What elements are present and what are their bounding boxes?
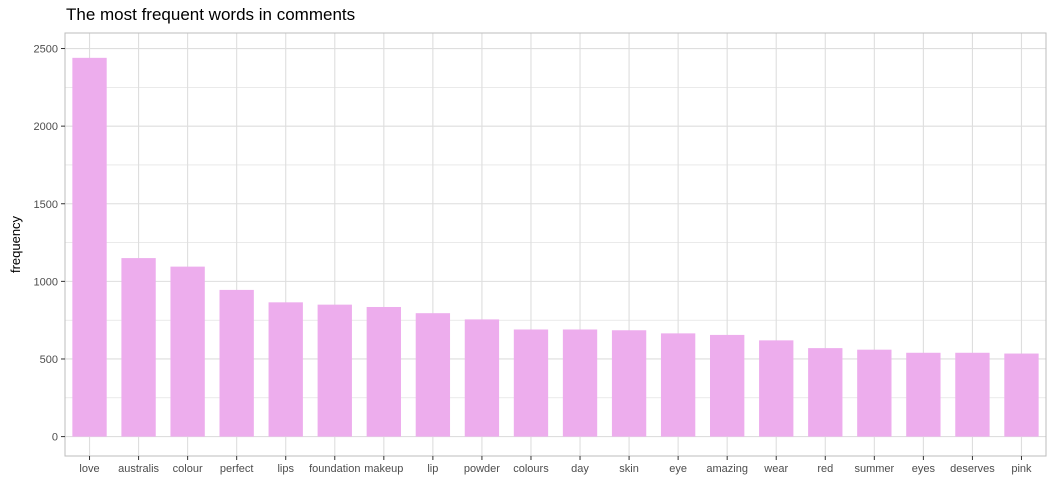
x-tick-label-eye: eye bbox=[669, 463, 687, 475]
x-tick-label-foundation: foundation bbox=[309, 463, 360, 475]
x-tick-label-lip: lip bbox=[427, 463, 438, 475]
bar-colour bbox=[170, 266, 205, 437]
bar-eye bbox=[660, 333, 696, 437]
bars bbox=[72, 57, 1039, 437]
x-tick-label-australis: australis bbox=[118, 463, 159, 475]
x-tick-label-amazing: amazing bbox=[706, 463, 748, 475]
x-axis-ticks: love australis colour perfect lips foundation… bbox=[79, 456, 1032, 475]
x-tick-label-love: love bbox=[79, 463, 99, 475]
bar-foundation bbox=[317, 304, 352, 437]
y-tick-label: 2000 bbox=[34, 121, 58, 133]
bar-deserves bbox=[955, 352, 990, 437]
x-tick-label-makeup: makeup bbox=[364, 463, 403, 475]
bar-summer bbox=[857, 349, 892, 437]
bar-eyes bbox=[906, 352, 941, 437]
y-tick-label: 1000 bbox=[34, 276, 58, 288]
x-tick-label-colours: colours bbox=[513, 463, 549, 475]
x-tick-label-colour: colour bbox=[173, 463, 203, 475]
bar-colours bbox=[513, 329, 549, 437]
bar-skin bbox=[611, 330, 647, 437]
panel-border bbox=[64, 32, 1047, 457]
x-tick-label-red: red bbox=[817, 463, 833, 475]
x-tick-label-day: day bbox=[571, 463, 589, 475]
bar-powder bbox=[464, 319, 500, 437]
x-tick-label-skin: skin bbox=[619, 463, 639, 475]
x-tick-label-eyes: eyes bbox=[912, 463, 936, 475]
chart-title: The most frequent words in comments bbox=[66, 5, 356, 24]
bar-love bbox=[72, 57, 107, 437]
y-axis-title: frequency bbox=[8, 215, 23, 273]
y-tick-label: 1500 bbox=[34, 199, 58, 211]
bar-pink bbox=[1004, 353, 1039, 437]
bar-amazing bbox=[710, 334, 745, 437]
bar-day bbox=[562, 329, 598, 437]
bar-red bbox=[808, 348, 843, 437]
x-tick-label-deserves: deserves bbox=[950, 463, 995, 475]
x-tick-label-pink: pink bbox=[1011, 463, 1032, 475]
y-tick-label: 0 bbox=[52, 432, 58, 444]
y-tick-label: 2500 bbox=[34, 44, 58, 56]
y-axis-ticks: 0 500 1000 1500 2000 2500 bbox=[34, 44, 65, 444]
bar-lips bbox=[268, 302, 303, 437]
x-tick-label-lips: lips bbox=[277, 463, 294, 475]
bar-wear bbox=[759, 340, 794, 437]
bar-australis bbox=[121, 258, 156, 437]
bar-makeup bbox=[366, 306, 401, 437]
y-tick-label: 500 bbox=[40, 354, 58, 366]
x-tick-label-powder: powder bbox=[464, 463, 500, 475]
x-tick-label-perfect: perfect bbox=[220, 463, 254, 475]
bar-lip bbox=[415, 313, 451, 437]
x-tick-label-summer: summer bbox=[854, 463, 894, 475]
gridlines bbox=[65, 33, 1046, 456]
bar-perfect bbox=[219, 289, 254, 437]
x-tick-label-wear: wear bbox=[763, 463, 788, 475]
